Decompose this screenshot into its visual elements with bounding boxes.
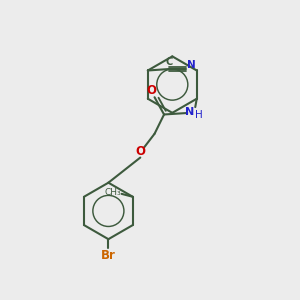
Text: O: O xyxy=(146,84,156,97)
Text: N: N xyxy=(188,60,196,70)
Text: O: O xyxy=(135,145,145,158)
Text: N: N xyxy=(185,107,194,117)
Text: H: H xyxy=(195,110,203,120)
Text: C: C xyxy=(166,58,173,68)
Text: CH₃: CH₃ xyxy=(104,188,121,197)
Text: Br: Br xyxy=(101,249,116,262)
